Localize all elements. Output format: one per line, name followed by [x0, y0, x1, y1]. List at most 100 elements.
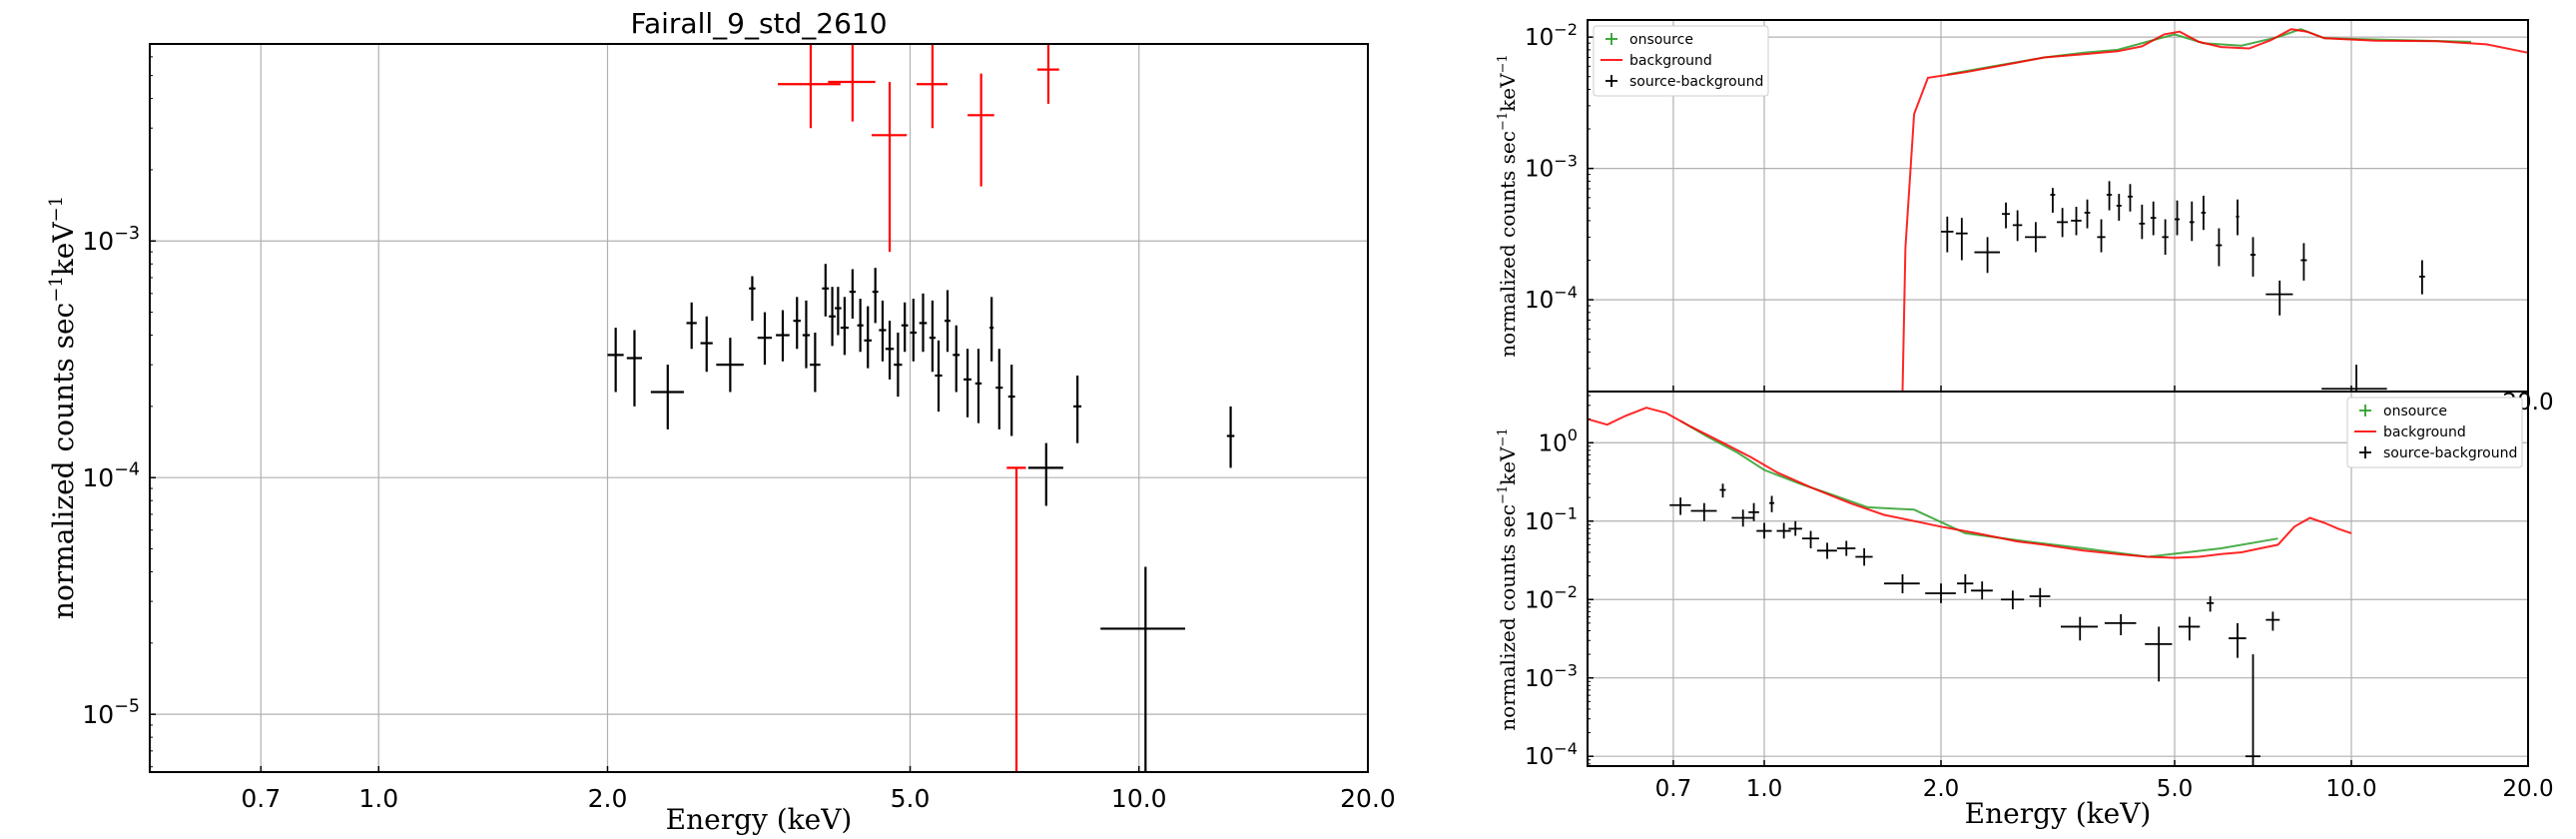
data-point [2216, 228, 2223, 267]
data-point [2265, 280, 2293, 316]
data-point [967, 73, 994, 187]
data-point [2104, 613, 2137, 636]
data-point [1669, 497, 1691, 515]
data-point [607, 328, 624, 393]
series-line [1901, 28, 2529, 393]
data-point [2201, 195, 2207, 231]
data-point [1073, 375, 1082, 443]
x-tick-label: 5.0 [2157, 776, 2194, 802]
y-tick-label: 100 [1538, 425, 1578, 456]
legend-box [2346, 397, 2523, 468]
data-point [1100, 566, 1185, 772]
top-right-legend: onsource background source-background [1593, 25, 1769, 97]
data-point [910, 299, 918, 362]
x-tick-label: 5.0 [891, 784, 931, 813]
legend-label: onsource [1629, 32, 1693, 48]
data-point [2084, 199, 2091, 229]
data-point [2097, 219, 2106, 253]
series-line [1947, 28, 2472, 76]
data-point [2145, 626, 2173, 682]
data-point [2002, 202, 2010, 229]
data-point [829, 287, 836, 347]
x-tick-label: 2.0 [588, 784, 628, 813]
data-point [1719, 483, 1726, 498]
data-point [2139, 204, 2146, 240]
data-point [757, 312, 773, 366]
x-tick-label: 0.7 [241, 784, 281, 813]
data-point [793, 297, 801, 350]
data-point [2128, 184, 2133, 212]
data-point [929, 300, 936, 373]
data-point [879, 300, 887, 362]
data-point [901, 302, 909, 353]
data-point [2300, 243, 2307, 281]
data-point [917, 44, 949, 129]
left-data [607, 44, 1235, 772]
legend-label: onsource [2383, 404, 2447, 420]
data-point [872, 268, 879, 324]
top-right-data [1901, 28, 2529, 393]
data-point [2061, 616, 2099, 641]
y-tick-label: 10−4 [82, 460, 140, 492]
data-point [1855, 547, 1873, 566]
bottom-right-grid [1588, 392, 2528, 766]
data-point [2321, 365, 2387, 392]
y-tick-label: 10−3 [1525, 660, 1578, 691]
x-tick-label: 1.0 [1746, 776, 1783, 802]
legend-label: source-background [2383, 445, 2517, 461]
data-point [1027, 442, 1063, 506]
data-point [2250, 237, 2256, 277]
data-point [864, 306, 872, 369]
data-point [822, 264, 830, 317]
data-point [778, 44, 841, 129]
data-point [2057, 208, 2069, 238]
x-tick-label: 10.0 [2325, 776, 2376, 802]
data-point [2174, 200, 2181, 236]
data-point [2189, 201, 2195, 242]
y-tick-label: 10−2 [1525, 20, 1578, 51]
data-point [2050, 188, 2056, 213]
data-point [2162, 219, 2169, 256]
data-point [1801, 530, 1819, 548]
data-point [2245, 654, 2260, 766]
data-point [935, 340, 943, 413]
left-axes-frame [149, 43, 1369, 773]
left-ticks: 0.7 1.0 2.0 5.0 10.0 20.0 10−5 10−4 10−3 [82, 56, 1396, 813]
data-point [871, 82, 908, 253]
data-point [2229, 622, 2247, 658]
data-point [1974, 237, 2001, 274]
data-point [2012, 210, 2023, 242]
data-point [2179, 616, 2201, 641]
data-point [2025, 222, 2047, 253]
x-tick-label: 10.0 [1111, 784, 1167, 813]
left-grid [150, 44, 1368, 772]
top-right-spectrum-panel: 20.010−410−310−2 normalized counts sec−1… [1496, 19, 2554, 416]
y-tick-label: 10−3 [1525, 151, 1578, 182]
data-point [626, 330, 642, 407]
y-tick-label: 10−2 [1525, 582, 1578, 613]
data-point [1955, 218, 1968, 261]
legend-label: background [1629, 53, 1712, 69]
data-point [974, 349, 982, 423]
left-chart-title: Fairall_9_std_2610 [630, 7, 887, 40]
data-point [1836, 540, 1856, 556]
data-point [995, 349, 1003, 429]
y-tick-label: 10−4 [1525, 283, 1578, 314]
data-point [776, 310, 790, 362]
data-point [802, 300, 811, 369]
data-point [919, 293, 928, 353]
y-tick-label: 10−3 [82, 224, 140, 256]
x-tick-label: 1.0 [358, 784, 398, 813]
bottom-right-axes-frame [1587, 391, 2529, 767]
data-point [2236, 199, 2240, 236]
y-tick-label: 10−5 [82, 697, 140, 729]
data-point [828, 44, 876, 122]
series-line [1679, 420, 2278, 558]
left-spectrum-panel: 0.7 1.0 2.0 5.0 10.0 20.0 10−5 10−4 10−3 Fairall… [46, 7, 1396, 836]
legend-box [1593, 25, 1769, 97]
x-tick-label: 20.0 [2502, 776, 2553, 802]
data-point [2106, 181, 2113, 211]
data-point [1957, 573, 1974, 594]
x-tick-label: 2.0 [1923, 776, 1960, 802]
